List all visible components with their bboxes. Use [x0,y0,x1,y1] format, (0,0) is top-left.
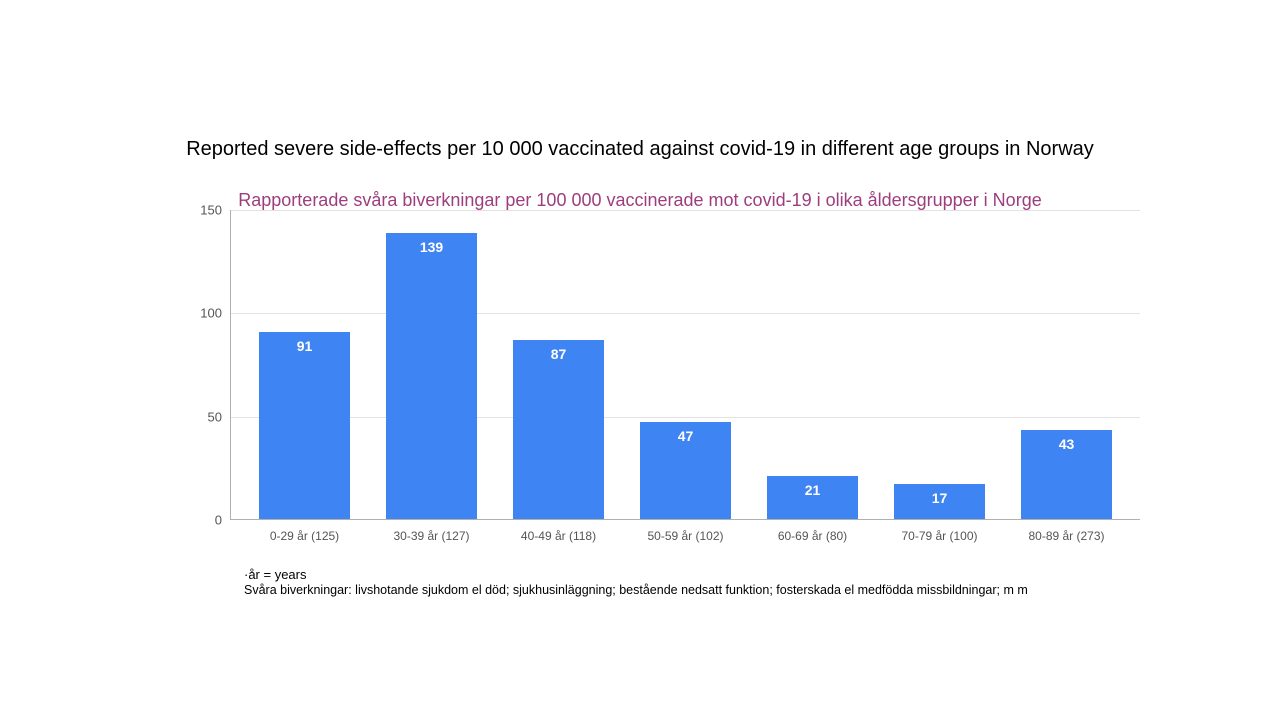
ytick-label: 150 [182,203,222,218]
bar-slot: 17 70-79 år (100) [876,210,1003,519]
ytick-label: 0 [182,513,222,528]
bar-slot: 43 80-89 år (273) [1003,210,1130,519]
xtick-label: 0-29 år (125) [270,529,339,543]
xtick-label: 50-59 år (102) [647,529,723,543]
bar-slot: 91 0-29 år (125) [241,210,368,519]
bar: 91 [259,332,350,519]
xtick-label: 70-79 år (100) [901,529,977,543]
bar-value-label: 87 [513,346,604,362]
bar-slot: 47 50-59 år (102) [622,210,749,519]
bar-value-label: 43 [1021,436,1112,452]
xtick-label: 30-39 år (127) [393,529,469,543]
bar-slot: 87 40-49 år (118) [495,210,622,519]
bar: 139 [386,233,477,519]
plot-area: 91 0-29 år (125) 139 30-39 år (127) 87 4… [230,210,1140,520]
ytick-label: 50 [182,409,222,424]
title-english: Reported severe side-effects per 10 000 … [0,138,1280,161]
bar-value-label: 91 [259,338,350,354]
bar-value-label: 139 [386,239,477,255]
xtick-label: 40-49 år (118) [521,529,596,543]
bar: 47 [640,422,731,519]
bar: 43 [1021,430,1112,519]
xtick-label: 80-89 år (273) [1028,529,1104,543]
bar-slot: 139 30-39 år (127) [368,210,495,519]
bar-slot: 21 60-69 år (80) [749,210,876,519]
bar-value-label: 47 [640,428,731,444]
bar-value-label: 21 [767,482,858,498]
bar-value-label: 17 [894,490,985,506]
bars-container: 91 0-29 år (125) 139 30-39 år (127) 87 4… [231,210,1140,519]
ytick-label: 100 [182,306,222,321]
bar-chart: 0 50 100 150 91 0-29 år (125) 139 30-39 … [180,210,1140,540]
note-definitions: Svåra biverkningar: livshotande sjukdom … [244,583,1028,597]
bar: 17 [894,484,985,519]
bar: 21 [767,476,858,519]
xtick-label: 60-69 år (80) [778,529,847,543]
note-years: ·år = years [244,567,307,582]
bar: 87 [513,340,604,519]
